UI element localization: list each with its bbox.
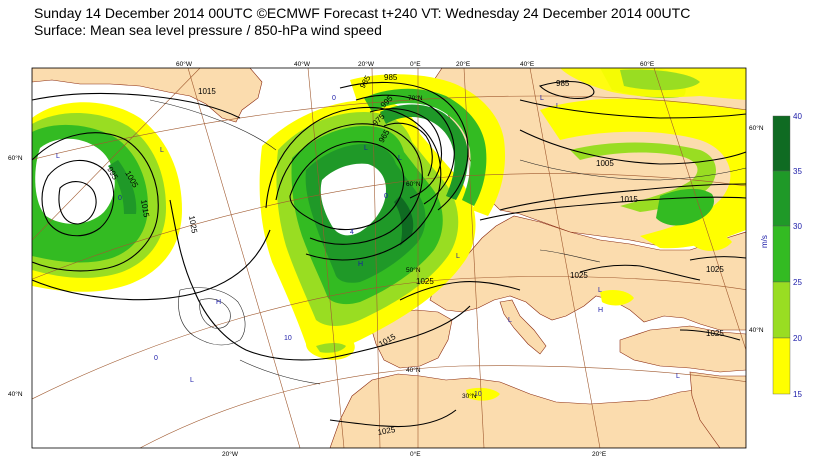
wind-band-caspian xyxy=(690,230,732,251)
wind-band-iberia-g xyxy=(316,343,346,353)
land-greenland xyxy=(32,68,263,123)
wind-band-north-25 xyxy=(364,88,487,206)
lat-label-inner: 60°N xyxy=(406,180,421,188)
isobars xyxy=(32,80,746,428)
wind-band-north-30 xyxy=(380,104,468,200)
isobar-labels: 1015 985 985 985 1005 995 1015 1025 1005… xyxy=(105,73,724,437)
map-frame xyxy=(31,67,747,449)
isobar-label: 1025 xyxy=(706,329,724,338)
high-marker: H xyxy=(216,299,221,306)
wind-band-central-hole xyxy=(320,163,386,236)
isobars-thin xyxy=(149,99,746,385)
point-value: 0 xyxy=(384,193,388,200)
colorbar-unit: m/s xyxy=(760,235,769,248)
colorbar-tick: 25 xyxy=(793,278,802,287)
land-anatolia xyxy=(619,325,746,373)
lat-label-inner: 30°N xyxy=(462,392,477,400)
isobar-label: 1015 xyxy=(198,87,216,96)
isobar-label: 1025 xyxy=(416,277,434,286)
lat-labels-right: 60°N 40°N xyxy=(749,124,764,334)
colorbar-tick: 15 xyxy=(793,390,802,399)
lat-label: 60°N xyxy=(749,124,764,132)
isobar-label: 985 xyxy=(556,79,570,88)
isobar-label: 1025 xyxy=(377,425,397,437)
lon-label: 20°E xyxy=(456,60,471,68)
lon-label: 0°E xyxy=(410,450,421,458)
isobar-label: 1015 xyxy=(139,199,151,219)
point-value: 0 xyxy=(154,355,158,362)
colorbar-swatch-15-20 xyxy=(772,337,791,395)
lon-label: 20°E xyxy=(592,450,607,458)
point-value: 10 xyxy=(284,335,292,342)
lat-label-inner: 40°N xyxy=(406,366,421,374)
colorbar-tick: 40 xyxy=(793,112,802,121)
pressure-centers: L L L L L L L L L L L H H H xyxy=(56,95,680,384)
colorbar-tick: 20 xyxy=(793,334,802,343)
isobar-label: 985 xyxy=(384,73,398,82)
point-value: 0 xyxy=(118,195,122,202)
map-subtitle: Surface: Mean sea level pressure / 850-h… xyxy=(34,22,382,38)
low-marker: L xyxy=(160,147,164,154)
low-marker: L xyxy=(398,155,402,162)
high-marker: H xyxy=(598,307,603,314)
point-values: 0 0 10 0 10 4 0 xyxy=(118,95,482,398)
lon-label: 60°W xyxy=(176,60,193,68)
lon-label: 40°E xyxy=(520,60,535,68)
point-value: 10 xyxy=(474,391,482,398)
inner-lat-labels: 70°N 60°N 50°N 40°N 30°N xyxy=(406,94,477,400)
wind-band-west-30 xyxy=(108,160,137,214)
lon-label: 20°W xyxy=(358,60,375,68)
colorbar-tick: 30 xyxy=(793,222,802,231)
lat-label-inner: 70°N xyxy=(408,94,423,102)
isobar-label: 1005 xyxy=(596,159,614,168)
lon-label: 40°W xyxy=(294,60,311,68)
isobar-label: 1025 xyxy=(706,265,724,274)
colorbar: 40 35 30 25 20 15 m/s xyxy=(760,112,802,399)
graticule xyxy=(32,68,746,448)
lat-label-inner: 50°N xyxy=(406,266,421,274)
lat-label: 60°N xyxy=(8,154,23,162)
land-europe xyxy=(429,215,746,331)
isobar-label: 1015 xyxy=(620,195,638,204)
land-middle-east xyxy=(689,371,746,448)
low-marker: L xyxy=(598,287,602,294)
lon-labels-bottom: 20°W 0°E 20°E xyxy=(222,450,607,458)
colorbar-swatch-20-25 xyxy=(772,281,791,339)
land-iberia xyxy=(369,309,453,369)
land-italy xyxy=(499,299,547,355)
colorbar-swatch-30-35 xyxy=(772,170,791,227)
lon-label: 60°E xyxy=(640,60,655,68)
wind-band-east-15 xyxy=(540,98,746,249)
high-marker: H xyxy=(358,261,363,268)
colorbar-swatch-25-30 xyxy=(772,225,791,283)
low-marker: L xyxy=(556,103,560,110)
lon-label: 0°E xyxy=(410,60,421,68)
point-value: 4 xyxy=(350,229,354,236)
low-marker: L xyxy=(456,253,460,260)
colorbar-swatch-35-40 xyxy=(772,115,791,172)
wind-band-greece xyxy=(600,290,634,306)
low-marker: L xyxy=(364,145,368,152)
lat-label: 40°N xyxy=(8,390,23,398)
lat-label: 40°N xyxy=(749,326,764,334)
low-marker: L xyxy=(676,373,680,380)
isobar-label: 1025 xyxy=(570,271,588,280)
isobar-label: 1025 xyxy=(187,215,199,235)
low-marker: L xyxy=(56,153,60,160)
lon-label: 20°W xyxy=(222,450,239,458)
low-marker: L xyxy=(508,317,512,324)
lon-labels-top: 60°W 40°W 20°W 0°E 20°E 40°E 60°E xyxy=(176,60,655,68)
low-marker: L xyxy=(190,377,194,384)
wind-band-tunisia xyxy=(466,387,500,401)
low-marker: L xyxy=(540,95,544,102)
wind-shading xyxy=(32,68,746,401)
map-title: Sunday 14 December 2014 00UTC ©ECMWF For… xyxy=(34,5,691,21)
lat-labels-left: 60°N 40°N xyxy=(8,154,23,398)
point-value: 0 xyxy=(332,95,336,102)
colorbar-tick: 35 xyxy=(793,167,802,176)
wind-band-ne-20b xyxy=(620,69,700,91)
